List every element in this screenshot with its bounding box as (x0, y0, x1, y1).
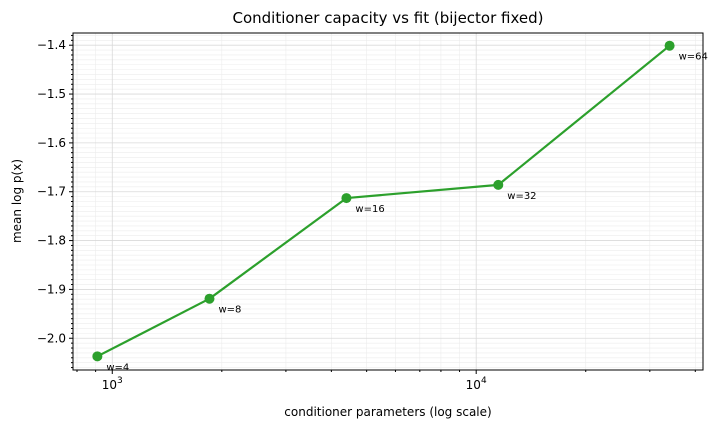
grid (73, 33, 703, 370)
y-tick-label: −1.6 (37, 136, 66, 150)
y-tick-label: −1.9 (37, 282, 66, 296)
x-axis-label: conditioner parameters (log scale) (284, 405, 491, 419)
series-path (96, 44, 671, 358)
y-tick-label: −2.0 (37, 331, 66, 345)
y-axis-label: mean log p(x) (10, 159, 24, 243)
data-point-label: w=32 (507, 191, 536, 202)
y-tick-label: −1.4 (37, 38, 66, 52)
data-point-label: w=8 (218, 305, 241, 316)
chart-title: Conditioner capacity vs fit (bijector fi… (232, 9, 543, 27)
data-point (204, 293, 215, 304)
x-tick-label: 103 (102, 376, 123, 392)
data-point-label: w=4 (106, 362, 129, 373)
data-point (92, 351, 103, 362)
y-tick-label: −1.7 (37, 185, 66, 199)
data-point-label: w=16 (355, 204, 384, 215)
data-point (493, 179, 504, 190)
data-point (664, 40, 675, 51)
data-point-label: w=64 (679, 52, 708, 63)
y-tick-label: −1.8 (37, 234, 66, 248)
x-tick-label: 104 (466, 376, 487, 392)
data-point (341, 193, 352, 204)
y-tick-label: −1.5 (37, 87, 66, 101)
series-line: w=4 w=8 w=16 w=32 w=64 (92, 40, 708, 373)
axis-ticks: 103 104 −2.0 −1.9 −1.8 −1.7 −1.6 −1.5 −1.4 (37, 34, 696, 392)
